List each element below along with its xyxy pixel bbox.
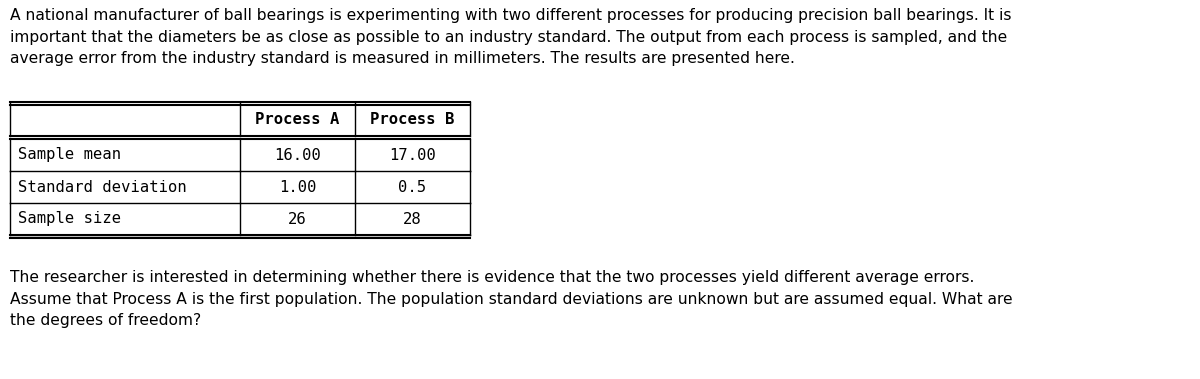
Text: 26: 26 bbox=[288, 211, 307, 227]
Text: The researcher is interested in determining whether there is evidence that the t: The researcher is interested in determin… bbox=[10, 270, 1013, 328]
Text: A national manufacturer of ball bearings is experimenting with two different pro: A national manufacturer of ball bearings… bbox=[10, 8, 1012, 66]
Text: 1.00: 1.00 bbox=[278, 180, 317, 194]
Text: Process A: Process A bbox=[256, 111, 340, 127]
Text: 28: 28 bbox=[403, 211, 422, 227]
Text: Sample mean: Sample mean bbox=[18, 147, 121, 163]
Text: 17.00: 17.00 bbox=[389, 147, 436, 163]
Text: 16.00: 16.00 bbox=[274, 147, 320, 163]
Text: Standard deviation: Standard deviation bbox=[18, 180, 187, 194]
Text: 0.5: 0.5 bbox=[398, 180, 426, 194]
Text: Process B: Process B bbox=[371, 111, 455, 127]
Text: Sample size: Sample size bbox=[18, 211, 121, 227]
